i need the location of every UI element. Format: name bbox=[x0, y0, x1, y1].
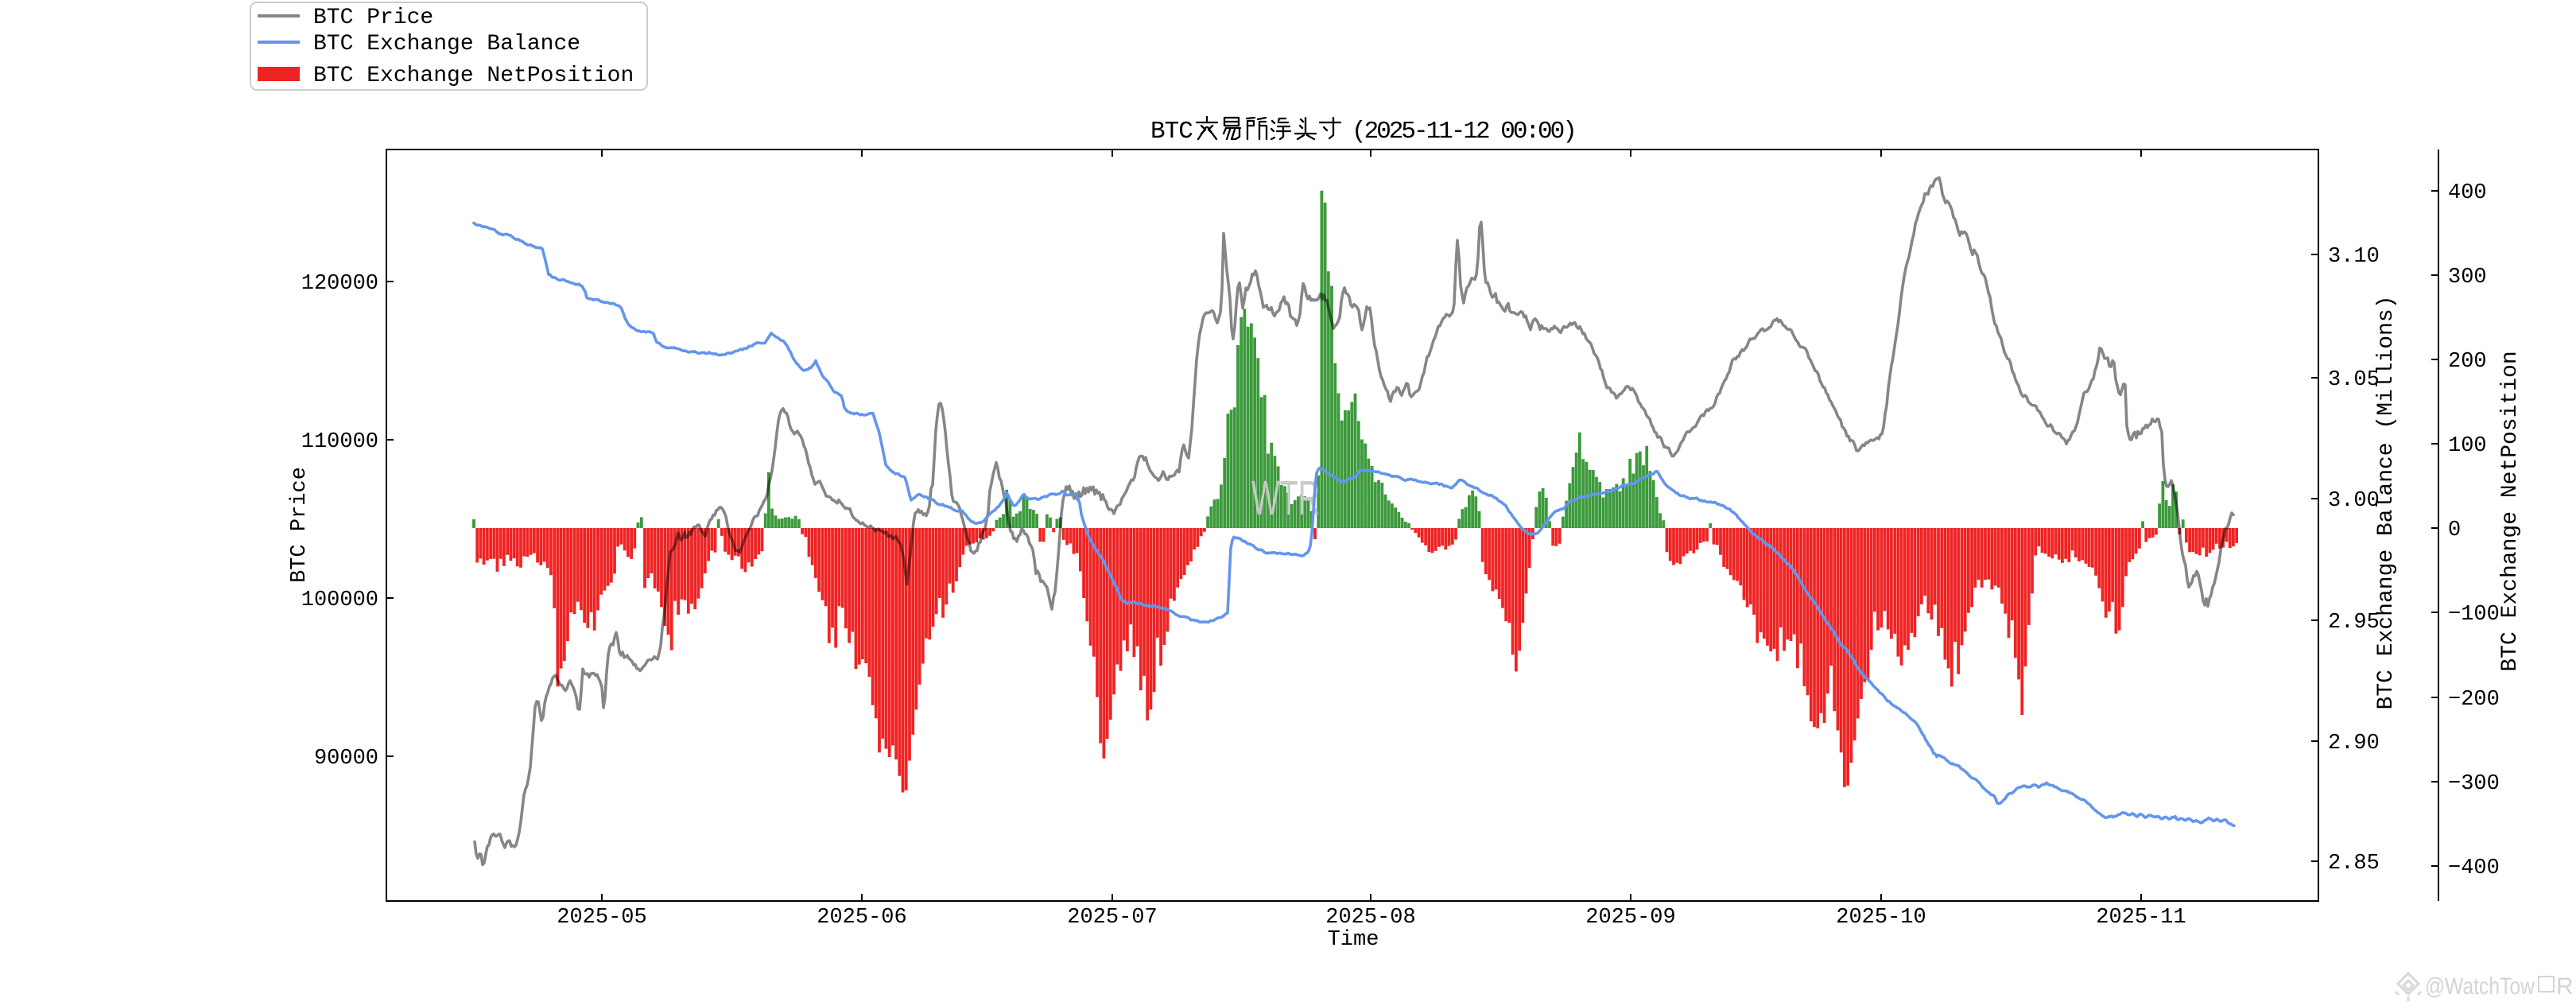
svg-text:2.85: 2.85 bbox=[2328, 852, 2380, 876]
svg-text:−100: −100 bbox=[2448, 603, 2500, 627]
svg-text:BTC Exchange Balance: BTC Exchange Balance bbox=[313, 32, 580, 56]
svg-text:2.95: 2.95 bbox=[2328, 611, 2380, 635]
svg-text:2025-09: 2025-09 bbox=[1585, 906, 1675, 930]
svg-text:BTC: BTC bbox=[1150, 118, 1193, 146]
svg-text:(2025-11-12 00:00): (2025-11-12 00:00) bbox=[1352, 118, 1575, 146]
svg-text:300: 300 bbox=[2448, 266, 2487, 289]
svg-text:2025-05: 2025-05 bbox=[557, 906, 646, 930]
svg-text:2025-07: 2025-07 bbox=[1067, 906, 1157, 930]
svg-text:WTR: WTR bbox=[1251, 471, 1320, 525]
svg-text:400: 400 bbox=[2448, 181, 2487, 205]
svg-text:BTC Price: BTC Price bbox=[288, 467, 312, 583]
svg-text:2025-08: 2025-08 bbox=[1325, 906, 1415, 930]
svg-text:2025-06: 2025-06 bbox=[817, 906, 906, 930]
svg-text:BTC Price: BTC Price bbox=[313, 6, 433, 30]
svg-text:100: 100 bbox=[2448, 434, 2487, 458]
svg-text:3.10: 3.10 bbox=[2328, 245, 2380, 269]
svg-text:90000: 90000 bbox=[314, 747, 378, 771]
svg-text:Time: Time bbox=[1328, 928, 1379, 952]
svg-text:100000: 100000 bbox=[301, 588, 378, 612]
svg-text:2.90: 2.90 bbox=[2328, 732, 2380, 755]
svg-text:0: 0 bbox=[2448, 518, 2461, 542]
svg-text:3.05: 3.05 bbox=[2328, 368, 2380, 392]
svg-text:200: 200 bbox=[2448, 350, 2487, 374]
svg-text:BTC Exchange Balance (Millions: BTC Exchange Balance (Millions) bbox=[2374, 296, 2399, 710]
svg-text:@WatchTow: @WatchTow bbox=[2425, 973, 2535, 1000]
svg-text:BTC Exchange NetPosition: BTC Exchange NetPosition bbox=[313, 64, 634, 88]
svg-text:R: R bbox=[2556, 973, 2574, 1000]
svg-text:2025-10: 2025-10 bbox=[1836, 906, 1926, 930]
svg-text:−300: −300 bbox=[2448, 772, 2500, 796]
svg-text:−400: −400 bbox=[2448, 856, 2500, 880]
svg-text:BTC Exchange NetPosition: BTC Exchange NetPosition bbox=[2498, 351, 2523, 671]
svg-text:120000: 120000 bbox=[301, 272, 378, 296]
svg-text:3.00: 3.00 bbox=[2328, 489, 2380, 513]
svg-text:2025-11: 2025-11 bbox=[2096, 906, 2186, 930]
svg-text:110000: 110000 bbox=[301, 430, 378, 454]
svg-text:−200: −200 bbox=[2448, 688, 2500, 712]
